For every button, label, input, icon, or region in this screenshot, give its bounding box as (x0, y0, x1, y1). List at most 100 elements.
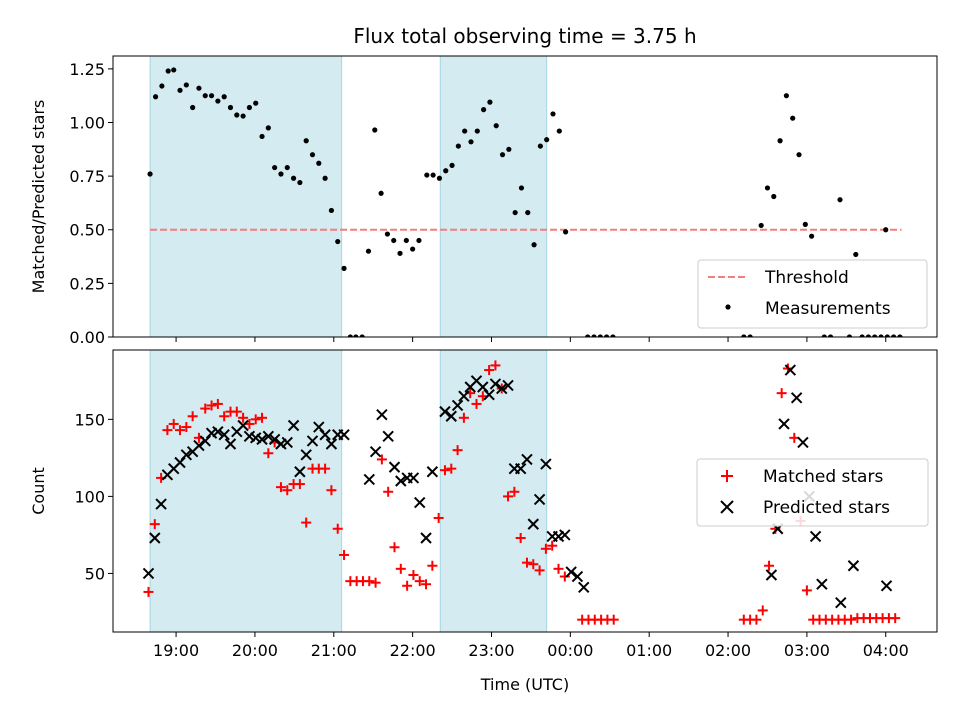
predicted-star-point (149, 532, 161, 544)
x-b (142, 567, 155, 580)
matched-star-point (383, 486, 394, 497)
x-tick-label: 22:00 (390, 641, 436, 660)
x-b (388, 461, 401, 473)
predicted-star-point (212, 425, 224, 438)
matched-star-point (439, 465, 450, 476)
predicted-star-point (439, 405, 451, 418)
measurement-point (284, 164, 290, 171)
matched-star-point (149, 519, 160, 530)
x-b (720, 500, 734, 514)
predicted-star-point (809, 530, 822, 543)
panel-ratio: 0.00 0.25 0.50 0.75 1.00 1.25 Flux total obser… (29, 24, 938, 347)
measurement-point (190, 104, 196, 111)
predicted-star-point (578, 581, 590, 594)
x-b (287, 419, 300, 432)
x-b (784, 364, 797, 376)
x-b (407, 472, 420, 484)
predicted-star-point (193, 439, 205, 452)
x-b (514, 462, 527, 475)
x-b (439, 405, 451, 418)
matched-star-point (608, 614, 619, 625)
x-b (489, 378, 502, 390)
x-b (797, 436, 809, 449)
measurement-point (518, 185, 525, 191)
matched-star-point (175, 425, 186, 436)
legend: Matched stars Predicted stars (696, 458, 929, 527)
measurement-point (597, 334, 603, 337)
predicted-star-point (451, 399, 464, 412)
predicted-star-point (268, 433, 281, 446)
x-b (294, 466, 306, 478)
matched-star-point (521, 557, 532, 568)
measurement-point (391, 237, 397, 244)
x-b (458, 390, 470, 402)
measurement-point (353, 334, 359, 337)
measurement-point (563, 229, 569, 235)
matched-star-point (414, 576, 425, 587)
predicted-star-point (765, 569, 778, 581)
measurement-point (506, 146, 512, 152)
x-b (369, 445, 382, 458)
measurement-point (846, 334, 853, 337)
predicted-star-point (533, 493, 546, 506)
x-axis-label: Time (UTC) (480, 675, 569, 694)
measurement-point (487, 99, 493, 105)
x-tick-label: 23:00 (468, 641, 514, 660)
matched-star-point (275, 482, 286, 493)
measurement-point (481, 107, 487, 113)
predicted-star-point (382, 430, 394, 443)
legend-measurement-label: Measurements (765, 299, 891, 319)
y-tick-label: 100 (74, 487, 105, 506)
y-tick-label: 0.50 (69, 221, 105, 240)
measurement-point (359, 334, 365, 337)
measurement-point (783, 93, 789, 99)
legend-threshold-label: Threshold (764, 268, 849, 288)
x-b (451, 399, 464, 412)
measurement-point (544, 137, 550, 143)
predicted-star-point (778, 418, 790, 430)
measurement-point (159, 83, 165, 89)
measurement-point (493, 123, 499, 129)
y-tick-label: 150 (74, 410, 105, 429)
matched-star-point (250, 414, 261, 425)
predicted-star-point (790, 392, 803, 404)
matched-star-point (890, 613, 901, 624)
matched-star-point (257, 412, 268, 423)
measurement-point (604, 334, 610, 337)
measurement-point (365, 248, 372, 254)
measurement-point (837, 197, 843, 203)
predicted-star-point (420, 532, 432, 544)
matched-star-point (421, 579, 432, 590)
shaded-span (149, 55, 343, 338)
y-tick-label: 0.00 (69, 328, 105, 347)
x-b (527, 518, 539, 530)
matched-star-point (408, 569, 419, 580)
measurement-point (253, 100, 259, 106)
matched-star-point (484, 365, 495, 376)
y-tick-label: 0.75 (69, 167, 105, 186)
measurement-point (474, 128, 480, 134)
matched-star-point (471, 398, 482, 409)
x-b (880, 580, 893, 592)
x-tick-label: 21:00 (311, 641, 357, 660)
matched-star-point (490, 360, 501, 371)
predicted-star-point (224, 438, 237, 450)
predicted-star-point (142, 567, 155, 580)
measurement-point (208, 93, 215, 99)
matched-star-point (395, 563, 406, 574)
legend-box (697, 259, 928, 329)
measurement-point (403, 237, 409, 244)
x-b (395, 475, 407, 487)
measurement-point (777, 138, 783, 144)
measurement-point (309, 152, 316, 158)
measurement-point (884, 334, 890, 337)
measurement-point (147, 171, 153, 177)
x-b (445, 410, 457, 422)
measurement-point (347, 334, 353, 337)
matched-star-point (528, 559, 539, 570)
x-b (376, 409, 388, 421)
x-b (559, 529, 571, 541)
matched-star-point (402, 580, 413, 591)
measurement-point (246, 104, 253, 111)
